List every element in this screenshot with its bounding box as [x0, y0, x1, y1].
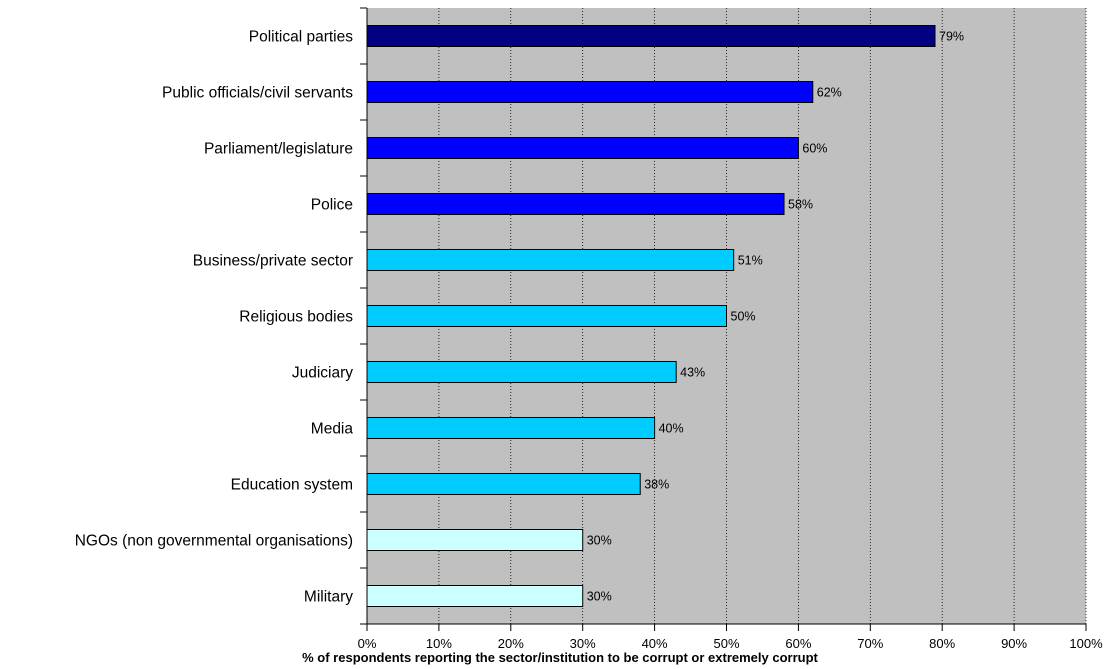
x-tick-label: 0%: [358, 636, 377, 651]
x-axis-title: % of respondents reporting the sector/in…: [302, 650, 818, 665]
x-tick-label: 10%: [426, 636, 452, 651]
bar: [366, 305, 727, 327]
bar: [366, 249, 735, 271]
bar: [366, 585, 584, 607]
data-label: 50%: [731, 310, 756, 324]
bar: [366, 81, 814, 103]
x-tick-label: 90%: [1001, 636, 1027, 651]
data-label: 30%: [587, 590, 612, 604]
bar: [366, 193, 785, 215]
gridlines: [438, 8, 1087, 624]
category-labels: Political parties Public officials/civil …: [75, 29, 354, 606]
data-label: 51%: [738, 254, 763, 268]
category-label: Police: [311, 197, 353, 214]
x-tick-label: 80%: [929, 636, 955, 651]
category-label: Media: [311, 421, 354, 438]
x-tick-label: 50%: [713, 636, 739, 651]
data-label: 43%: [680, 366, 705, 380]
bar: [366, 473, 641, 495]
category-label: Parliament/legislature: [204, 141, 353, 158]
x-tick-label: 40%: [642, 636, 668, 651]
data-label: 38%: [644, 478, 669, 492]
data-label: 30%: [587, 534, 612, 548]
value-labels: 79% 62% 60% 58% 51% 50% 43% 40% 38% 30% 30%: [587, 30, 964, 604]
bar: [366, 361, 677, 383]
category-label: Education system: [231, 477, 353, 494]
x-tick-label: 70%: [857, 636, 883, 651]
category-label: Business/private sector: [193, 253, 353, 270]
bar: [366, 529, 584, 551]
category-label: Military: [304, 589, 353, 606]
x-tick-label: 20%: [498, 636, 524, 651]
category-label: NGOs (non governmental organisations): [75, 533, 353, 550]
data-label: 58%: [788, 198, 813, 212]
category-label: Judiciary: [292, 365, 353, 382]
x-tick-label: 100%: [1069, 636, 1103, 651]
x-tick-label: 60%: [785, 636, 811, 651]
bar: [366, 25, 936, 47]
x-tick-label: 30%: [570, 636, 596, 651]
category-label: Political parties: [249, 29, 353, 46]
data-label: 60%: [802, 142, 827, 156]
data-label: 62%: [817, 86, 842, 100]
category-label: Religious bodies: [239, 309, 353, 326]
bar: [366, 137, 799, 159]
data-label: 40%: [659, 422, 684, 436]
axes: [360, 7, 1087, 631]
bars: [366, 25, 936, 607]
x-tick-labels: 0% 10% 20% 30% 40% 50% 60% 70% 80% 90% 100%: [358, 636, 1103, 651]
category-label: Public officials/civil servants: [162, 85, 353, 102]
data-label: 79%: [939, 30, 964, 44]
bar: [366, 417, 656, 439]
